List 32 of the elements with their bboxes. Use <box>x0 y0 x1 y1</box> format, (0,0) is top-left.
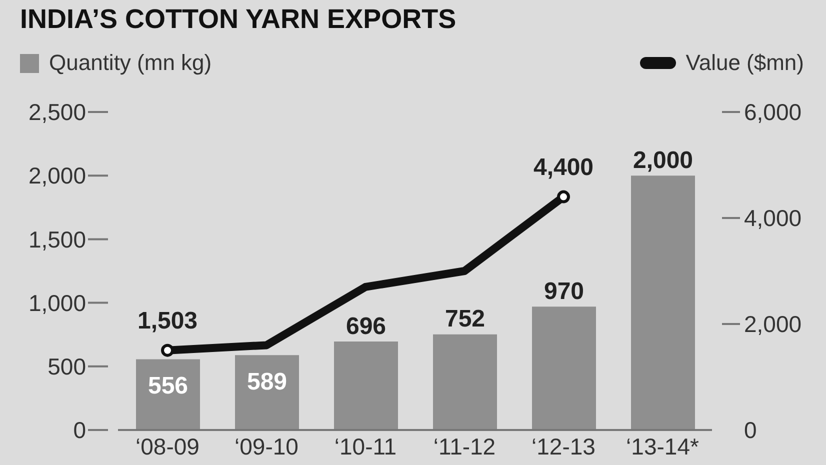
y2-tick-label: 4,000 <box>744 205 802 232</box>
bar <box>433 334 497 430</box>
y2-tick-label: 0 <box>744 417 757 444</box>
x-tick-label: ‘11-12 <box>433 433 496 460</box>
x-tick-label: ‘09-10 <box>234 433 298 460</box>
data-label: 4,400 <box>533 154 594 182</box>
legend-label: Value ($mn) <box>686 50 804 76</box>
y-tick-label: 2,000 <box>28 162 86 189</box>
x-tick-label: ‘12-13 <box>532 433 596 460</box>
y-tick-label: 2,500 <box>28 99 86 126</box>
y2-tick-label: 6,000 <box>744 99 802 126</box>
bar <box>334 341 398 430</box>
chart-title: INDIA’S COTTON YARN EXPORTS <box>20 4 456 35</box>
bar <box>235 355 299 430</box>
y2-tick-label: 2,000 <box>744 311 802 338</box>
y-tick-label: 1,000 <box>28 290 86 316</box>
data-label: 2,000 <box>632 146 694 174</box>
y-tick-label: 0 <box>73 417 86 444</box>
bar <box>631 176 695 430</box>
data-label: 589 <box>246 368 288 396</box>
data-label: 556 <box>148 372 188 400</box>
bar <box>532 306 596 430</box>
x-tick-label: ‘08-09 <box>136 433 200 460</box>
data-label: 752 <box>444 306 486 333</box>
y-tick-label: 1,500 <box>28 226 86 252</box>
data-label: 696 <box>346 312 386 340</box>
x-tick-label: ‘13-14* <box>626 433 699 460</box>
y-tick-label: 500 <box>48 353 86 380</box>
data-label: 1,503 <box>137 308 198 335</box>
data-label: 970 <box>544 278 584 305</box>
x-tick-label: ‘10-11 <box>334 433 397 460</box>
legend-label: Quantity (mn kg) <box>49 50 212 76</box>
